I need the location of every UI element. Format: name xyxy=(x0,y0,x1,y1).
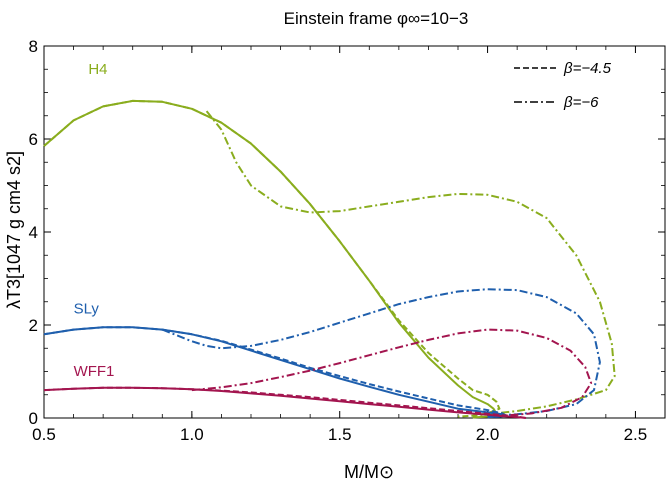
legend-label: β=−4.5 xyxy=(563,60,612,77)
y-tick-label: 2 xyxy=(29,316,38,335)
x-tick-label: 2.5 xyxy=(624,425,648,444)
x-axis-title: M/M⊙ xyxy=(344,462,394,482)
y-tick-label: 0 xyxy=(29,409,38,428)
legend-label: β=−6 xyxy=(563,94,599,111)
series-lines xyxy=(43,99,616,419)
y-tick-label: 6 xyxy=(29,130,38,149)
series-line-sly-dash-dot xyxy=(161,288,601,418)
series-line-h4-dash-dot xyxy=(205,110,616,417)
series-line-wff1-solid xyxy=(43,386,527,419)
series-line-wff1-dashed xyxy=(43,386,527,419)
series-label-sly: SLy xyxy=(74,300,100,317)
series-label-h4: H4 xyxy=(88,61,107,78)
series-label-wff1: WFF1 xyxy=(74,363,115,380)
y-tick-label: 4 xyxy=(29,223,38,242)
x-tick-label: 1.0 xyxy=(180,425,204,444)
series-line-sly-dashed xyxy=(43,326,507,419)
series-line-wff1-dash-dot xyxy=(191,328,593,417)
y-tick-label: 8 xyxy=(29,37,38,56)
chart-title: Einstein frame φ∞=10−3 xyxy=(284,9,469,28)
legend: β=−4.5 β=−6 xyxy=(514,60,612,111)
x-tick-label: 1.5 xyxy=(328,425,352,444)
y-axis-title: λT3[1047 g cm4 s2] xyxy=(4,151,24,309)
series-labels: H4 SLy WFF1 xyxy=(74,61,115,380)
x-tick-label: 2.0 xyxy=(476,425,500,444)
x-tick-label: 0.5 xyxy=(32,425,56,444)
series-line-h4-dashed xyxy=(43,99,501,418)
